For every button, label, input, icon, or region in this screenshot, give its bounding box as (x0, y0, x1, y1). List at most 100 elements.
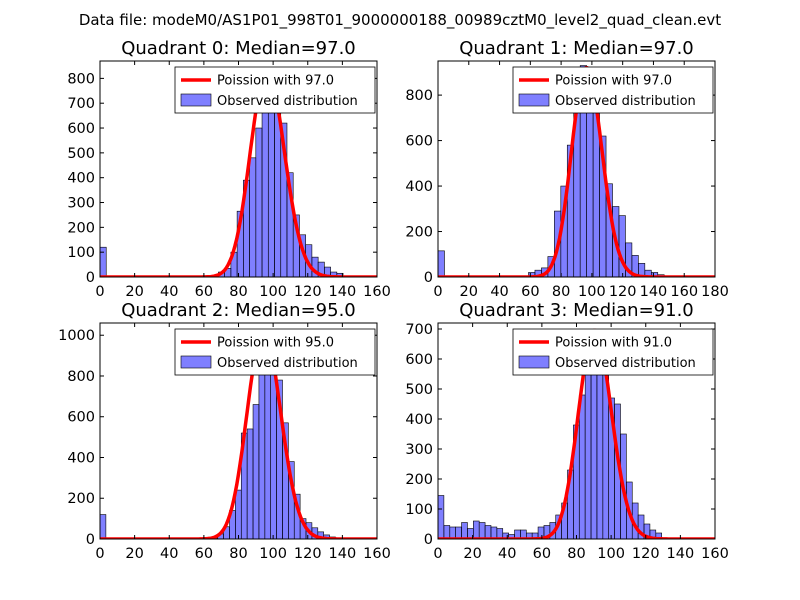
y-tick-label: 0 (86, 532, 95, 548)
legend-observed-swatch (180, 355, 212, 369)
histogram-bar (473, 520, 480, 539)
y-tick-label: 600 (67, 121, 95, 137)
histogram-bar (258, 363, 266, 539)
y-tick-label: 500 (67, 146, 95, 162)
plot-area (438, 328, 715, 539)
poisson-fit-line (438, 328, 715, 539)
y-tick-label: 400 (405, 179, 433, 195)
y-tick-label: 200 (405, 472, 433, 488)
x-tick-label: 20 (463, 546, 481, 562)
axes-frame (437, 60, 716, 278)
x-tick-label: 120 (294, 284, 322, 300)
x-tick-label: 160 (363, 284, 391, 300)
y-tick-label: 600 (67, 410, 95, 426)
x-tick-label: 40 (490, 284, 508, 300)
x-tick-label: 20 (125, 546, 143, 562)
y-tick-label: 0 (86, 270, 95, 286)
histogram-bar (255, 127, 263, 277)
histogram-bar (235, 489, 242, 539)
x-tick-label: 140 (329, 284, 357, 300)
x-tick-label: 0 (95, 284, 104, 300)
x-tick-label: 0 (433, 284, 442, 300)
histogram-bar (461, 522, 468, 539)
y-tick-label: 100 (405, 502, 433, 518)
x-tick-label: 60 (195, 284, 213, 300)
x-tick-label: 80 (229, 284, 247, 300)
legend-fit-label: Poission with 91.0 (555, 336, 672, 351)
x-tick-label: 40 (160, 284, 178, 300)
legend-fit-label: Poission with 95.0 (217, 336, 334, 351)
panels: 0 20 40 60 80 100 120 140 1600100200300400500600… (58, 38, 729, 562)
histogram-bar (249, 157, 257, 277)
legend: Poission with 97.0 Observed distribution (512, 66, 714, 114)
panel-title: Quadrant 3: Median=91.0 (459, 300, 694, 321)
histogram-bar (252, 404, 260, 539)
legend: Poission with 97.0 Observed distribution (174, 66, 376, 114)
y-tick-label: 800 (405, 88, 433, 104)
x-tick-label: 100 (259, 284, 287, 300)
legend: Poission with 95.0 Observed distribution (174, 328, 376, 376)
x-tick-label: 100 (597, 546, 625, 562)
x-tick-label: 60 (533, 546, 551, 562)
histogram-bar (438, 495, 445, 539)
y-tick-label: 200 (67, 491, 95, 507)
histogram-bar (443, 525, 451, 539)
x-tick-label: 160 (670, 284, 698, 300)
x-tick-label: 40 (160, 546, 178, 562)
legend-fit-label: Poission with 97.0 (555, 74, 672, 89)
legend-observed-label: Observed distribution (217, 356, 358, 371)
y-tick-label: 700 (67, 96, 95, 112)
x-tick-label: 60 (195, 546, 213, 562)
figure-title: Data file: modeM0/AS1P01_998T01_90000001… (79, 11, 721, 30)
histogram-bar (246, 428, 254, 539)
x-tick-label: 0 (433, 546, 442, 562)
legend-observed-label: Observed distribution (217, 94, 358, 109)
y-tick-label: 700 (405, 322, 433, 338)
histogram-bar (455, 526, 462, 539)
histogram-bar (478, 522, 486, 539)
x-tick-label: 20 (125, 284, 143, 300)
histogram-bar (655, 532, 662, 539)
histogram-bar (484, 525, 492, 539)
y-tick-label: 1000 (58, 328, 95, 344)
x-tick-label: 160 (363, 546, 391, 562)
panel-title: Quadrant 2: Median=95.0 (121, 300, 356, 321)
panel-quadrant-1: 0 20 40 60 80 100 120 140 160 180 0 200 400 600 800 Qua… (405, 38, 729, 300)
y-tick-label: 800 (67, 71, 95, 87)
histogram-bar (100, 514, 107, 539)
legend-observed-swatch (518, 93, 550, 107)
x-tick-label: 40 (498, 546, 516, 562)
legend: Poission with 91.0 Observed distribution (512, 328, 714, 376)
histogram-bar (584, 352, 592, 539)
y-tick-label: 600 (405, 134, 433, 150)
legend-fit-label: Poission with 97.0 (217, 74, 334, 89)
panel-title: Quadrant 0: Median=97.0 (121, 38, 356, 59)
legend-observed-swatch (180, 93, 212, 107)
x-tick-label: 0 (95, 546, 104, 562)
y-tick-label: 200 (67, 220, 95, 236)
x-tick-label: 140 (667, 546, 695, 562)
y-tick-label: 500 (405, 382, 433, 398)
histogram-bar (449, 526, 456, 539)
histogram-bar (578, 394, 586, 539)
panel-title: Quadrant 1: Median=97.0 (459, 38, 694, 59)
x-tick-label: 60 (521, 284, 539, 300)
x-tick-label: 80 (229, 546, 247, 562)
x-tick-label: 80 (567, 546, 585, 562)
x-tick-label: 120 (609, 284, 637, 300)
histogram-bar (490, 526, 498, 539)
x-tick-label: 140 (329, 546, 357, 562)
y-tick-label: 100 (67, 245, 95, 261)
y-tick-label: 400 (67, 450, 95, 466)
x-tick-label: 180 (701, 284, 729, 300)
legend-observed-label: Observed distribution (555, 94, 696, 109)
y-tick-label: 0 (424, 270, 433, 286)
y-tick-label: 600 (405, 352, 433, 368)
x-tick-label: 120 (294, 546, 322, 562)
y-tick-label: 300 (67, 196, 95, 212)
y-tick-label: 800 (67, 369, 95, 385)
y-tick-label: 400 (405, 412, 433, 428)
panel-quadrant-0: 0 20 40 60 80 100 120 140 160 0 100 200 300 400 500 600… (67, 38, 391, 300)
x-tick-label: 120 (632, 546, 660, 562)
